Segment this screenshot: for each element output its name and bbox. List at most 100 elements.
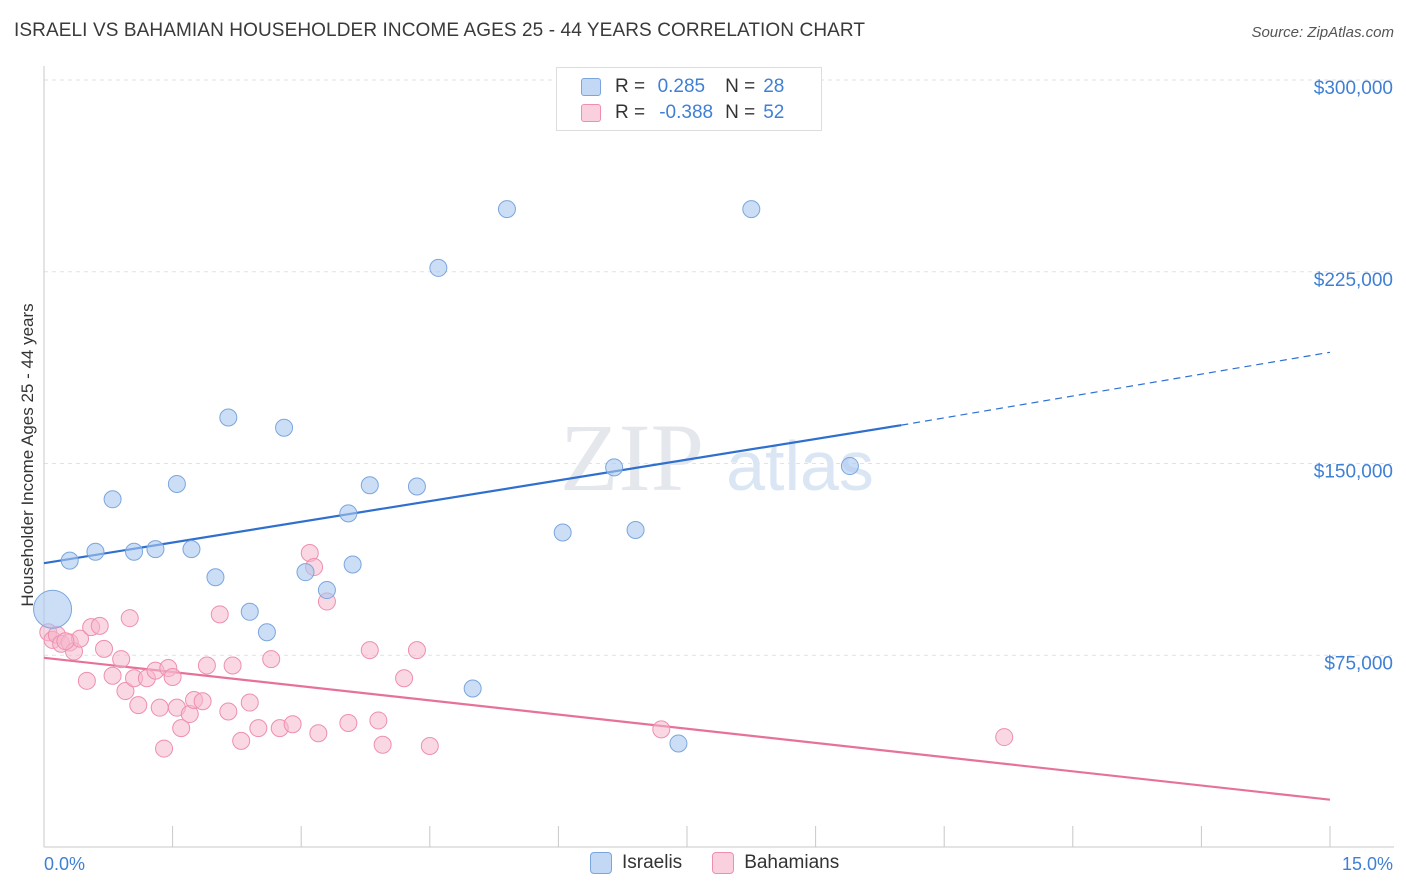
- israelis-point: [219, 408, 238, 427]
- legend-label-bahamians: Bahamians: [744, 852, 840, 873]
- bahamians-point: [262, 650, 281, 669]
- bahamians-point: [420, 737, 439, 756]
- israelis-point: [257, 623, 276, 642]
- bahamians-point: [240, 693, 259, 712]
- legend-n-value: 52: [763, 102, 785, 123]
- axis-layer: [43, 66, 1394, 848]
- legend-n-label: N =: [725, 76, 756, 97]
- legend-item-israelis: Israelis: [590, 852, 682, 874]
- bahamians-point: [210, 605, 229, 624]
- legend-n-label: N =: [725, 102, 756, 123]
- watermark: ZIP atlas: [560, 404, 874, 511]
- israelis-trend-extension: [901, 351, 1331, 426]
- bahamians-point: [395, 669, 414, 688]
- israelis-point: [742, 200, 761, 219]
- bahamians-point: [90, 616, 109, 635]
- israelis-legend-swatch: [590, 852, 612, 874]
- bahamians-point: [360, 641, 379, 660]
- israelis-point: [182, 540, 201, 559]
- bahamians-point: [56, 632, 75, 651]
- israelis-point: [343, 555, 362, 574]
- bahamians-point: [283, 715, 302, 734]
- israelis-point: [669, 734, 688, 753]
- bahamians-point: [172, 719, 191, 738]
- bahamians-legend-swatch: [712, 852, 735, 874]
- israelis-trend-line: [43, 424, 902, 565]
- bahamians-point: [120, 609, 139, 628]
- bahamians-trend-line: [43, 656, 1331, 801]
- point-layer: [33, 200, 1014, 758]
- watermark-zip: ZIP: [560, 404, 704, 511]
- bahamians-point: [232, 731, 251, 750]
- x-tick-label: 0.0%: [44, 854, 85, 874]
- bahamians-point: [155, 739, 174, 758]
- israelis-point: [463, 679, 482, 698]
- bahamians-point: [339, 714, 358, 733]
- bahamians-point: [407, 641, 426, 660]
- label-layer: $75,000 $150,000 $225,000 $300,000 0.0% 15.0%…: [18, 78, 1393, 874]
- bahamians-point: [150, 698, 169, 717]
- israelis-point: [553, 523, 572, 542]
- grid-layer: [44, 79, 1394, 656]
- israelis-point: [240, 602, 259, 621]
- israelis-point: [275, 418, 294, 437]
- bahamians-point: [197, 656, 216, 675]
- israelis-point: [626, 520, 645, 539]
- israelis-point: [317, 581, 336, 600]
- israelis-point: [407, 477, 426, 496]
- bahamians-point: [77, 671, 96, 690]
- y-tick-label: $150,000: [1314, 462, 1393, 483]
- x-tick-label: 15.0%: [1342, 854, 1393, 874]
- israelis-point: [146, 540, 165, 559]
- y-tick-label: $225,000: [1314, 270, 1393, 291]
- source-label: Source: ZipAtlas.com: [1251, 24, 1394, 41]
- bahamians-point: [95, 639, 114, 658]
- bahamians-point: [373, 735, 392, 754]
- chart-title: ISRAELI VS BAHAMIAN HOUSEHOLDER INCOME A…: [14, 20, 866, 41]
- israelis-point: [605, 458, 624, 477]
- series-legend: Israelis Bahamians: [590, 852, 869, 874]
- bahamians-point: [129, 696, 148, 715]
- bahamians-point: [116, 682, 135, 701]
- legend-r-value: 0.285: [657, 76, 706, 97]
- bahamians-point: [219, 702, 238, 721]
- israelis-point: [339, 504, 358, 523]
- bahamians-point: [163, 667, 182, 686]
- legend-r-value: -0.388: [659, 102, 714, 123]
- legend-row-israelis: R = 0.285 N = 28: [581, 75, 784, 99]
- israelis-point: [429, 258, 448, 277]
- israelis-point: [125, 542, 144, 561]
- legend-r-label: R =: [615, 76, 646, 97]
- israelis-point: [840, 457, 859, 476]
- israelis-point: [60, 551, 79, 570]
- israelis-point: [103, 490, 122, 509]
- israelis-point: [360, 476, 379, 495]
- israelis-point: [86, 542, 105, 561]
- israelis-point: [296, 563, 315, 582]
- trend-layer: [43, 351, 1331, 801]
- y-tick-label: $300,000: [1314, 78, 1393, 99]
- israelis-point: [33, 589, 73, 629]
- bahamians-point: [995, 728, 1014, 747]
- israelis-swatch: [581, 78, 601, 96]
- bahamians-point: [369, 711, 388, 730]
- israelis-point: [206, 568, 225, 587]
- legend-label-israelis: Israelis: [622, 852, 683, 873]
- bahamians-point: [112, 650, 131, 669]
- bahamians-point: [193, 692, 212, 711]
- legend-n-value: 28: [763, 76, 785, 97]
- correlation-legend: R = 0.285 N = 28 R = -0.388 N = 52: [556, 67, 822, 131]
- legend-r-label: R =: [615, 102, 646, 123]
- israelis-point: [497, 200, 516, 219]
- israelis-point: [167, 474, 186, 493]
- bahamians-point: [103, 666, 122, 685]
- y-tick-label: $75,000: [1324, 653, 1393, 674]
- y-axis-label: Householder Income Ages 25 - 44 years: [18, 303, 37, 606]
- bahamians-point: [652, 720, 671, 739]
- legend-item-bahamians: Bahamians: [712, 852, 839, 874]
- bahamians-point: [223, 656, 242, 675]
- legend-row-bahamians: R = -0.388 N = 52: [581, 101, 784, 125]
- bahamians-point: [309, 724, 328, 743]
- bahamians-point: [249, 719, 268, 738]
